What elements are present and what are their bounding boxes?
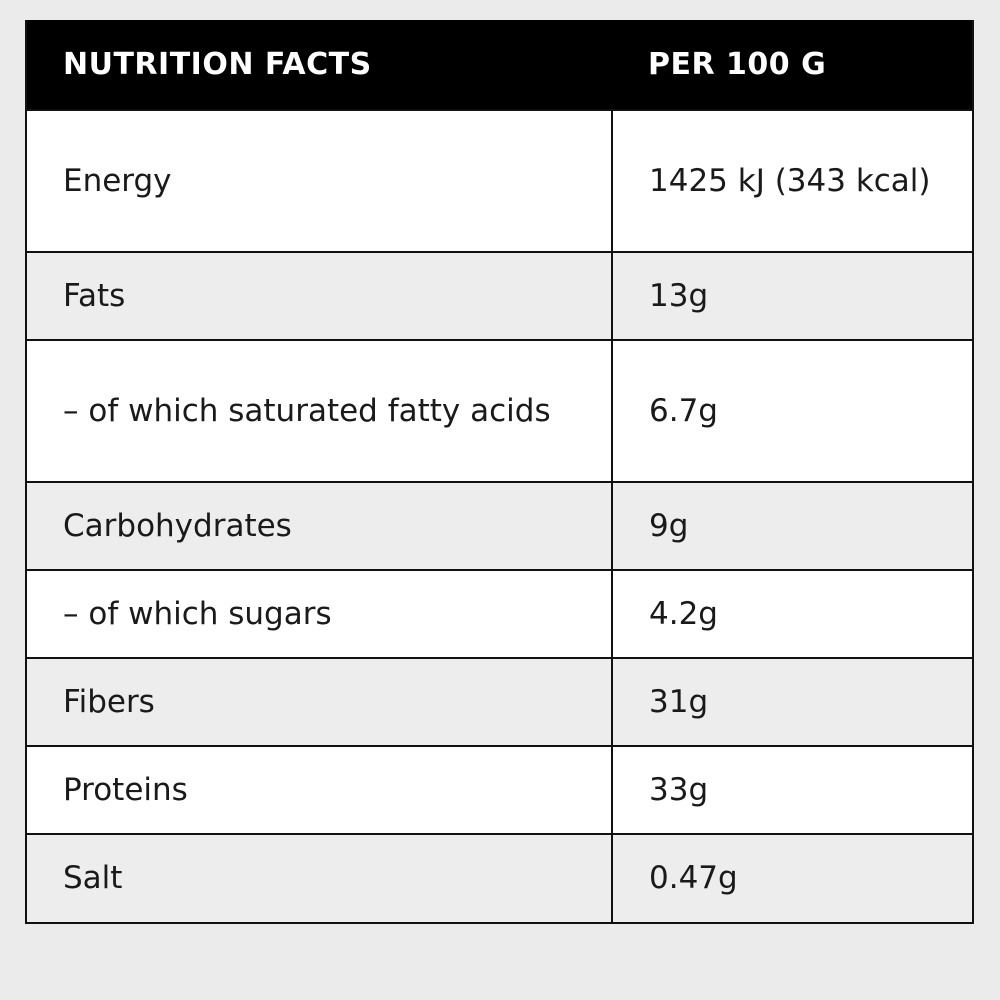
nutrient-label: Fibers — [27, 657, 612, 746]
nutrient-value: 0.47g — [611, 833, 972, 922]
table-row-energy: Energy 1425 kJ (343 kcal) — [27, 109, 972, 252]
table-header-row: NUTRITION FACTS PER 100 G — [27, 20, 972, 110]
nutrient-label: Fats — [27, 251, 612, 340]
nutrient-value: 4.2g — [611, 569, 972, 658]
nutrient-label: – of which sugars — [27, 569, 612, 658]
nutrient-value: 6.7g — [611, 339, 972, 482]
nutrient-label: Carbohydrates — [27, 481, 612, 570]
table-row-carbohydrates: Carbohydrates 9g — [27, 481, 972, 570]
nutrient-label: Proteins — [27, 745, 612, 834]
nutrient-label: – of which saturated fatty acids — [27, 339, 612, 482]
nutrient-value: 33g — [611, 745, 972, 834]
table-row-sugars: – of which sugars 4.2g — [27, 569, 972, 658]
nutrient-label: Salt — [27, 833, 612, 922]
nutrition-table: NUTRITION FACTS PER 100 G Energy 1425 kJ… — [27, 20, 972, 922]
header-nutrition-facts: NUTRITION FACTS — [27, 20, 612, 110]
nutrient-label: Energy — [27, 109, 612, 252]
header-per-100g: PER 100 G — [612, 20, 972, 110]
table-row-fibers: Fibers 31g — [27, 657, 972, 746]
table-row-fats: Fats 13g — [27, 251, 972, 340]
nutrient-value: 9g — [611, 481, 972, 570]
nutrient-value: 13g — [611, 251, 972, 340]
table-row-proteins: Proteins 33g — [27, 745, 972, 834]
table-row-saturated-fatty-acids: – of which saturated fatty acids 6.7g — [27, 339, 972, 482]
nutrient-value: 31g — [611, 657, 972, 746]
nutrient-value: 1425 kJ (343 kcal) — [611, 109, 972, 252]
nutrition-table-container: NUTRITION FACTS PER 100 G Energy 1425 kJ… — [25, 20, 974, 924]
table-row-salt: Salt 0.47g — [27, 833, 972, 922]
